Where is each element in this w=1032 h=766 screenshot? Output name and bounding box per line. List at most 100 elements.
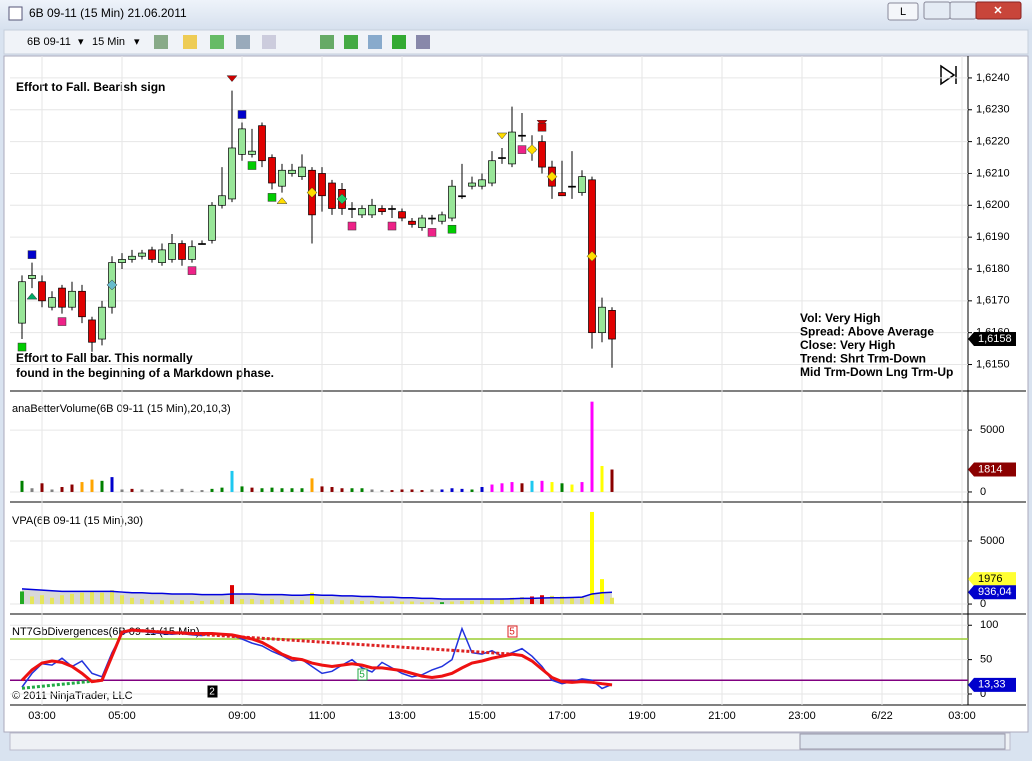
title-bar <box>0 0 1032 30</box>
volume-bar <box>30 488 34 492</box>
volume-bar <box>470 489 474 492</box>
candle-body <box>228 147 236 200</box>
volume-bar <box>280 488 284 492</box>
volume-bar <box>510 482 514 492</box>
order-icon[interactable] <box>392 35 406 49</box>
vpa-bar <box>470 600 474 605</box>
vpa-bar <box>170 600 174 605</box>
snap-icon[interactable] <box>236 35 250 49</box>
annotation: Trend: Shrt Trm-Down <box>800 352 926 366</box>
candle-body <box>48 297 56 308</box>
scroll-end-button[interactable] <box>940 64 957 86</box>
volume-bar <box>170 490 174 492</box>
annotation: Mid Trm-Down Lng Trm-Up <box>800 365 953 379</box>
vpa-bar <box>610 597 614 605</box>
tools-icon[interactable] <box>210 35 224 49</box>
y-tick-label: 1,6220 <box>976 136 1010 148</box>
vpa-bar <box>90 591 94 605</box>
x-tick-label: 6/22 <box>871 710 892 722</box>
last-average-tag <box>968 585 1016 600</box>
annotation: Effort to Fall. Bearish sign <box>16 80 165 94</box>
y-tick-label: 1,6200 <box>976 199 1010 211</box>
annotation: Effort to Fall bar. This normally <box>16 351 193 365</box>
x-tick-label: 17:00 <box>548 710 576 722</box>
scrollbar[interactable] <box>9 732 1011 751</box>
vpa-bar <box>590 511 594 605</box>
vpa-bar <box>430 602 434 605</box>
candle-body <box>408 220 416 225</box>
x-tick-label: 05:00 <box>108 710 136 722</box>
panel-label: VPA(6B 09-11 (15 Min),30) <box>12 515 143 527</box>
volume-bar <box>250 487 254 492</box>
volume-bar <box>330 487 334 492</box>
candle-body <box>218 195 226 206</box>
candle-body <box>438 214 446 222</box>
y-tick-label: 5000 <box>980 424 1004 436</box>
volume-bar <box>110 477 114 492</box>
interval-select[interactable]: 15 Min <box>92 36 125 48</box>
cursor-icon[interactable] <box>262 35 276 49</box>
volume-bar <box>420 490 424 492</box>
minimize-button[interactable] <box>923 1 951 20</box>
vpa-bar <box>420 602 424 605</box>
candle-body <box>28 275 36 279</box>
vpa-bar <box>140 599 144 605</box>
vpa-bar <box>40 595 44 605</box>
candle-body <box>388 208 396 210</box>
vpa-bar <box>120 595 124 605</box>
vpa-bar <box>360 600 364 605</box>
bar-type-icon[interactable] <box>154 35 168 49</box>
vpa-bar <box>220 599 224 605</box>
volume-bar <box>600 465 604 492</box>
annotation: found in the beginning of a Markdown pha… <box>16 366 274 380</box>
volume-bar <box>590 401 594 492</box>
indicators-icon[interactable] <box>320 35 334 49</box>
scroll-thumb[interactable] <box>799 733 1006 750</box>
close-button[interactable] <box>975 1 1022 20</box>
volume-bar <box>300 488 304 492</box>
instrument-select[interactable]: 6B 09-11 <box>27 36 71 48</box>
candle-body <box>468 182 476 187</box>
volume-bar <box>550 482 554 492</box>
signal-marker <box>106 279 118 291</box>
volume-bar <box>540 480 544 492</box>
vpa-bar <box>110 590 114 605</box>
close-x: ✕ <box>993 5 1002 17</box>
y-tick-label: 1,6230 <box>976 104 1010 116</box>
maximize-button[interactable] <box>949 1 977 20</box>
vpa-bar <box>480 600 484 605</box>
candle-body <box>478 179 486 187</box>
y-tick-label: 100 <box>980 619 998 631</box>
candle-body <box>288 169 296 174</box>
vpa-bar <box>80 592 84 605</box>
volume-bar <box>230 470 234 492</box>
vpa-bar <box>30 596 34 605</box>
volume-bar <box>240 486 244 492</box>
candle-body <box>118 259 126 263</box>
annotation: Spread: Above Average <box>800 325 934 339</box>
candle-body <box>258 125 266 162</box>
layout-button[interactable] <box>887 2 919 21</box>
vpa-bar <box>570 597 574 605</box>
dropdown-arrow: ▾ <box>134 36 140 48</box>
signal-marker <box>586 250 598 262</box>
volume-bar <box>500 483 504 492</box>
candle-body <box>568 185 576 188</box>
vpa-bar <box>50 597 54 605</box>
annotation: Close: Very High <box>800 338 895 352</box>
volume-bar <box>90 479 94 492</box>
properties-icon[interactable] <box>416 35 430 49</box>
chart-icon[interactable] <box>368 35 382 49</box>
signal-label: 2 <box>209 687 215 698</box>
vpa-bar <box>560 596 564 605</box>
signal-marker <box>57 317 67 326</box>
candle-body <box>428 217 436 220</box>
signal-marker <box>187 266 197 275</box>
draw-icon[interactable] <box>183 35 197 49</box>
strategies-icon[interactable] <box>344 35 358 49</box>
signal-marker <box>247 161 257 170</box>
vpa-bar <box>240 599 244 605</box>
candle-body <box>178 243 186 260</box>
last-price-label: 1,6158 <box>978 333 1012 345</box>
